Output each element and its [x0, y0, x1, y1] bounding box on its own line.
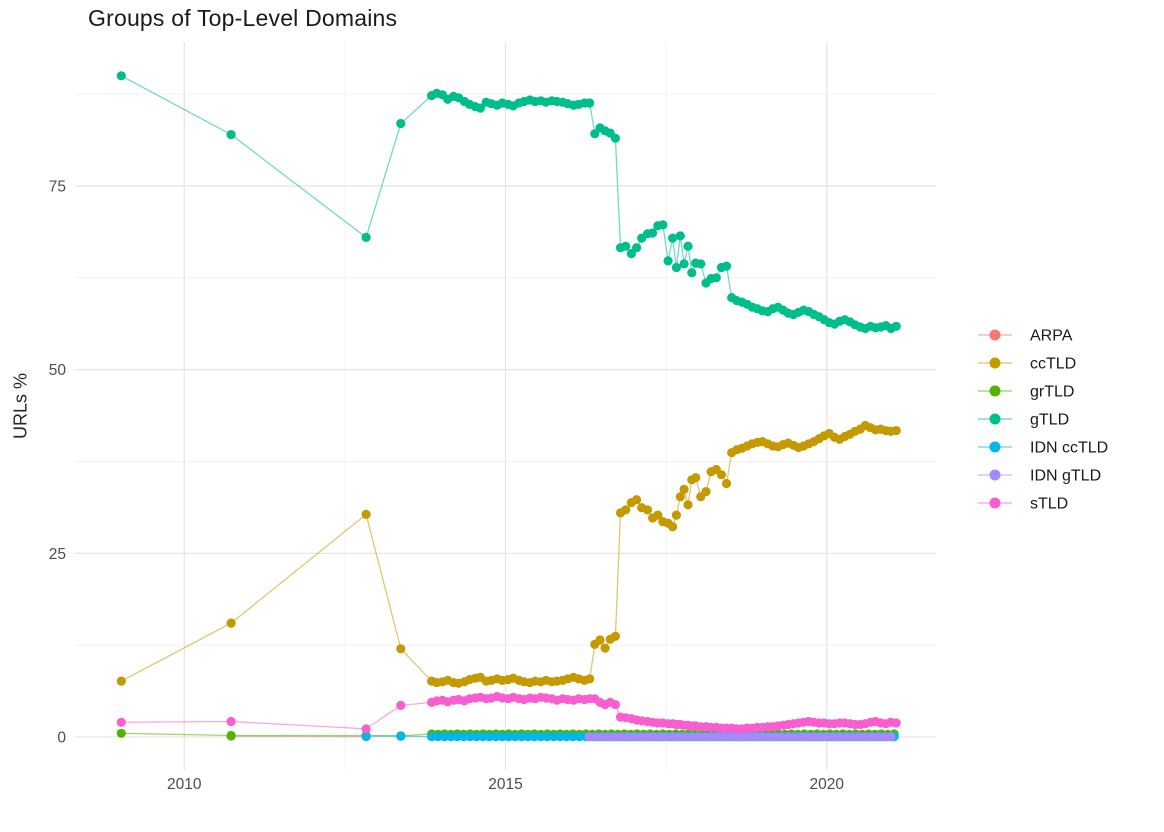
data-point: [664, 256, 673, 265]
data-point: [691, 473, 700, 482]
data-point: [683, 242, 692, 251]
data-point: [722, 479, 731, 488]
data-point: [676, 231, 685, 240]
legend-label: gTLD: [1030, 412, 1069, 429]
data-point: [595, 635, 604, 644]
data-point: [585, 98, 594, 107]
data-point: [683, 500, 692, 509]
legend-key-dot: [990, 330, 1001, 341]
data-point: [611, 632, 620, 641]
data-point: [117, 729, 126, 738]
legend-item-arpa: ARPA: [978, 328, 1073, 345]
legend-item-cctld: ccTLD: [978, 356, 1076, 373]
legend: ARPA ccTLD grTLD gTLD IDN ccTLD IDN gTLD sTLD: [978, 328, 1108, 513]
data-point: [717, 470, 726, 479]
y-tick-label: 75: [49, 178, 66, 195]
legend-label: IDN gTLD: [1030, 468, 1101, 485]
x-tick-label: 2015: [488, 776, 522, 793]
series-cctld: [117, 421, 901, 688]
data-point: [362, 724, 371, 733]
data-point: [117, 71, 126, 80]
data-point: [227, 619, 236, 628]
data-point: [117, 677, 126, 686]
series-gtld: [117, 71, 901, 333]
legend-item-grtld: grTLD: [978, 384, 1074, 401]
gridlines: [75, 42, 936, 770]
data-point: [696, 259, 705, 268]
legend-key-dot: [990, 498, 1001, 509]
data-point: [362, 510, 371, 519]
y-axis-title: URLs %: [11, 373, 32, 439]
x-tick-label: 2010: [167, 776, 202, 793]
data-point: [227, 731, 236, 740]
data-point: [722, 262, 731, 271]
y-tick-label: 0: [57, 729, 66, 746]
data-point: [601, 644, 610, 653]
legend-key-dot: [990, 414, 1001, 425]
data-point: [643, 505, 652, 514]
data-point: [396, 644, 405, 653]
data-point: [701, 487, 710, 496]
legend-item-stld: sTLD: [978, 496, 1068, 513]
data-point: [396, 701, 405, 710]
data-point: [680, 259, 689, 268]
data-point: [672, 510, 681, 519]
chart-title: Groups of Top-Level Domains: [88, 5, 397, 32]
data-point: [668, 522, 677, 531]
legend-label: ccTLD: [1030, 356, 1076, 373]
data-point: [396, 732, 405, 741]
data-point: [886, 732, 895, 741]
data-point: [892, 718, 901, 727]
data-point: [621, 242, 630, 251]
legend-label: ARPA: [1030, 328, 1073, 345]
series-idn-gtld: [584, 732, 895, 741]
data-point: [585, 674, 594, 683]
data-point: [892, 322, 901, 331]
data-point: [892, 426, 901, 435]
data-point: [632, 243, 641, 252]
data-point: [227, 717, 236, 726]
legend-key-dot: [990, 386, 1001, 397]
series-arpa: [227, 732, 371, 742]
data-point: [632, 495, 641, 504]
legend-item-gtld: gTLD: [978, 412, 1069, 429]
data-point: [712, 273, 721, 282]
legend-key-dot: [990, 358, 1001, 369]
data-point: [227, 130, 236, 139]
series-stld: [117, 692, 901, 734]
y-tick-label: 25: [49, 546, 66, 563]
data-point: [687, 268, 696, 277]
data-point: [117, 718, 126, 727]
data-point: [621, 505, 630, 514]
legend-key-dot: [990, 442, 1001, 453]
data-point: [396, 119, 405, 128]
legend-label: IDN ccTLD: [1030, 440, 1108, 457]
data-point: [362, 233, 371, 242]
legend-label: grTLD: [1030, 384, 1074, 401]
x-tick-label: 2020: [810, 776, 845, 793]
legend-item-idn-cctld: IDN ccTLD: [978, 440, 1108, 457]
data-point: [658, 220, 667, 229]
data-point: [680, 485, 689, 494]
legend-label: sTLD: [1030, 496, 1068, 513]
series-line: [121, 76, 896, 329]
data-point: [611, 134, 620, 143]
data-point: [611, 700, 620, 709]
legend-key-dot: [990, 470, 1001, 481]
y-tick-label: 50: [49, 362, 67, 379]
legend-item-idn-gtld: IDN gTLD: [978, 468, 1101, 485]
